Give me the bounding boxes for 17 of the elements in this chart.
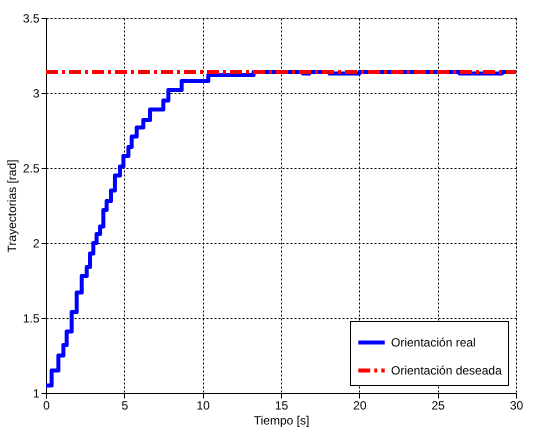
- y-tick-label: 2: [32, 236, 40, 250]
- y-axis-title: Trayectorias [rad]: [4, 160, 19, 252]
- y-tick-label: 1: [32, 386, 40, 400]
- legend-label: Orientación real: [391, 336, 476, 350]
- y-tick-label: 2.5: [22, 162, 40, 176]
- x-tick-label: 25: [431, 398, 446, 412]
- x-tick-label: 15: [274, 398, 288, 412]
- x-tick-label: 10: [196, 398, 210, 412]
- x-tick-label: 30: [510, 398, 524, 412]
- y-tick-label: 1.5: [22, 312, 40, 326]
- x-tick-label: 0: [43, 398, 50, 412]
- y-tick-label: 3.5: [22, 12, 40, 26]
- y-tick-label: 3: [32, 86, 40, 100]
- legend-label: Orientación deseada: [391, 364, 502, 378]
- x-axis-title: Tiempo [s]: [254, 414, 310, 428]
- x-tick-label: 20: [353, 398, 367, 412]
- x-tick-label: 5: [121, 398, 128, 412]
